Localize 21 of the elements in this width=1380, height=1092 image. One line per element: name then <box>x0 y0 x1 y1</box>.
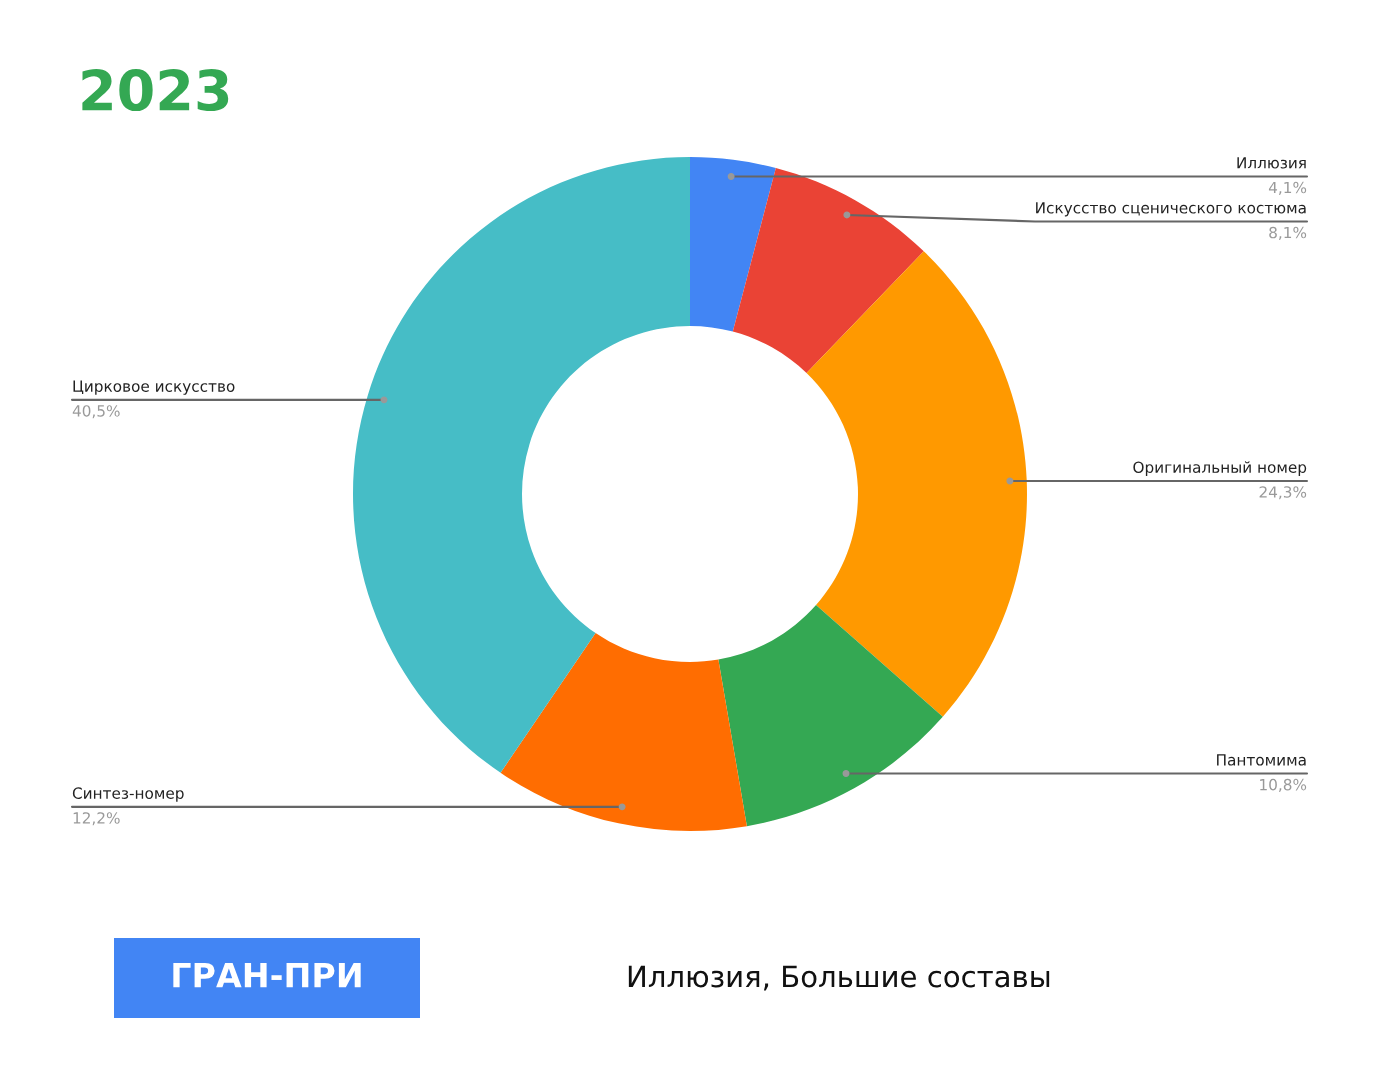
slice-label: Оригинальный номер <box>1133 461 1307 476</box>
data-label: 10,8% <box>1260 778 1307 792</box>
donut-slice <box>732 168 924 373</box>
donut-slice <box>500 632 747 831</box>
data-label: 4,1% <box>1268 181 1307 195</box>
slice-label: Иллюзия <box>1237 157 1306 169</box>
slice-label: Искусство сценического костюма <box>1036 202 1306 217</box>
donut-slice <box>718 605 943 827</box>
donut-slice <box>690 157 776 332</box>
text: Иллюзия, Большие составы <box>628 965 1050 991</box>
data-label: 12,2% <box>73 812 120 826</box>
data-label: 8,1% <box>1269 226 1307 240</box>
slice-label: Пантомима <box>1217 754 1306 766</box>
text: ГРАН-ПРИ <box>173 962 361 988</box>
chart-title: 2023 <box>82 69 229 112</box>
slice-label: Синтез-номер <box>72 787 184 802</box>
donut-slice <box>806 251 1027 717</box>
donut-slice <box>353 157 690 773</box>
data-label: 24,3% <box>1259 486 1307 500</box>
data-label: 40,5% <box>72 405 120 419</box>
slice-label: Цирковое искусство <box>73 380 235 395</box>
